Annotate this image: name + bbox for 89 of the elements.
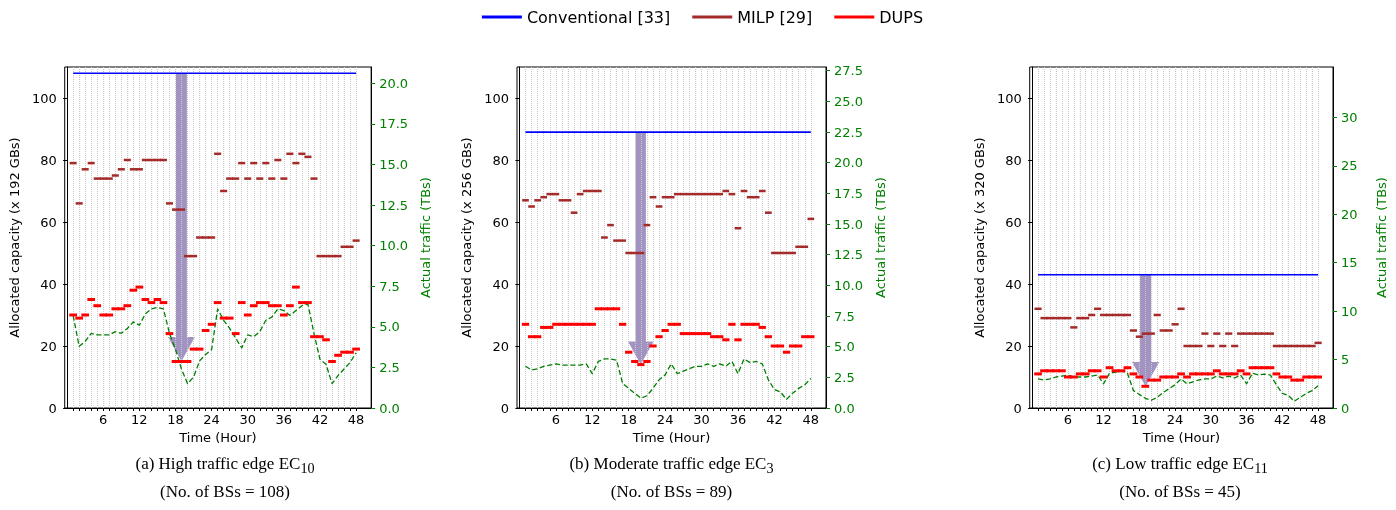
y-tick-label: 0 [48, 400, 57, 416]
y2-tick-label: 5 [1341, 352, 1350, 368]
y-tick-label: 100 [484, 90, 509, 106]
text: (No. of BSs = 89) [609, 481, 734, 504]
y2-tick-label: 10.0 [834, 277, 863, 293]
y-tick-label: 20 [492, 338, 509, 354]
y2-tick-label: 15.0 [379, 156, 409, 172]
y-axis-title: Allocated capacity (x 320 GBs) [972, 137, 987, 338]
y-tick-label: 0 [1013, 400, 1022, 416]
y2-axis-title: Actual traffic (TBs) [872, 177, 888, 298]
y-tick-label: 40 [1005, 276, 1022, 292]
x-tick-label: 36 [1238, 412, 1255, 427]
y2-tick-label: 30 [1341, 109, 1358, 125]
legend-label: Conventional [33] [526, 7, 671, 27]
y-tick-label: 60 [492, 214, 509, 230]
x-tick-label: 18 [620, 412, 637, 427]
x-tick-label: 12 [584, 412, 601, 427]
x-axis-title: Time (Hour) [1141, 429, 1221, 445]
y-axis-title: Allocated capacity (x 256 GBs) [459, 137, 475, 338]
x-tick-label: 24 [656, 412, 674, 427]
y2-tick-label: 12.5 [834, 247, 863, 263]
y2-tick-label: 17.5 [379, 116, 409, 132]
y2-tick-label: 20.0 [834, 155, 863, 171]
x-tick-label: 6 [99, 412, 108, 427]
y2-tick-label: 15 [1341, 255, 1358, 271]
y-tick-label: 20 [40, 338, 57, 354]
y2-tick-label: 17.5 [834, 185, 863, 201]
y2-tick-label: 0.0 [379, 400, 400, 416]
y-axis-title: Allocated capacity (x 192 GBs) [7, 137, 22, 338]
y2-tick-label: 0 [1341, 400, 1350, 416]
x-tick-label: 12 [131, 412, 148, 427]
y2-tick-label: 2.5 [379, 359, 400, 375]
legend-label: DUPS [879, 7, 924, 27]
y2-tick-label: 2.5 [834, 369, 855, 385]
y-tick-label: 80 [492, 152, 509, 168]
x-tick-label: 30 [239, 412, 257, 427]
y-tick-label: 60 [1005, 214, 1022, 230]
y2-tick-label: 7.5 [379, 278, 400, 294]
y-tick-label: 100 [996, 90, 1022, 106]
y-tick-label: 80 [1005, 152, 1022, 168]
y2-axis-title: Actual traffic (TBs) [1374, 177, 1389, 298]
x-tick-label: 42 [311, 412, 329, 427]
y2-tick-label: 10 [1341, 303, 1358, 319]
y-tick-label: 20 [1005, 338, 1022, 354]
x-axis-title: Time (Hour) [631, 429, 711, 445]
y2-tick-label: 25.0 [834, 93, 863, 109]
x-tick-label: 30 [1202, 412, 1220, 427]
y-tick-label: 0 [500, 400, 509, 416]
x-tick-label: 48 [1309, 412, 1327, 427]
y2-tick-label: 5.0 [379, 319, 400, 335]
y2-tick-label: 12.5 [379, 197, 409, 213]
x-tick-label: 48 [347, 412, 365, 427]
x-tick-label: 36 [275, 412, 293, 427]
x-tick-label: 48 [802, 412, 820, 427]
x-tick-label: 36 [729, 412, 747, 427]
y2-axis-title: Actual traffic (TBs) [418, 177, 433, 298]
y2-tick-label: 10.0 [379, 238, 409, 254]
text: (No. of BSs = 45) [1118, 481, 1242, 504]
x-tick-label: 6 [551, 412, 560, 427]
x-tick-label: 18 [1131, 412, 1148, 427]
text: (a) High traffic edge EC$_{10}$ [134, 453, 316, 479]
y2-tick-label: 20.0 [379, 75, 409, 91]
y2-tick-label: 25 [1341, 158, 1358, 174]
y2-tick-label: 27.5 [834, 63, 863, 79]
text: (No. of BSs = 108) [159, 481, 291, 504]
text: (c) Low traffic edge EC$_{11}$ [1091, 453, 1269, 479]
x-tick-label: 30 [693, 412, 710, 427]
y-tick-label: 80 [40, 152, 57, 168]
y2-tick-label: 0.0 [834, 400, 855, 416]
x-tick-label: 18 [167, 412, 184, 427]
x-tick-label: 12 [1095, 412, 1112, 427]
y2-tick-label: 7.5 [834, 308, 855, 324]
x-axis-title: Time (Hour) [178, 429, 257, 445]
line-series [524, 358, 812, 401]
y-tick-label: 60 [40, 214, 57, 230]
y-tick-label: 100 [31, 90, 57, 106]
x-tick-label: 42 [766, 412, 783, 427]
y2-tick-label: 22.5 [834, 124, 863, 140]
x-tick-label: 6 [1063, 412, 1072, 427]
y-tick-label: 40 [40, 276, 57, 292]
x-tick-label: 42 [1274, 412, 1291, 427]
x-tick-label: 24 [203, 412, 220, 427]
legend-label: MILP [29] [737, 7, 813, 27]
text: (b) Moderate traffic edge EC$_{3}$ [568, 453, 775, 479]
x-tick-label: 24 [1166, 412, 1184, 427]
y2-tick-label: 20 [1341, 206, 1358, 222]
y2-tick-label: 5.0 [834, 339, 855, 355]
y2-tick-label: 15.0 [834, 216, 863, 232]
y-tick-label: 40 [492, 276, 509, 292]
